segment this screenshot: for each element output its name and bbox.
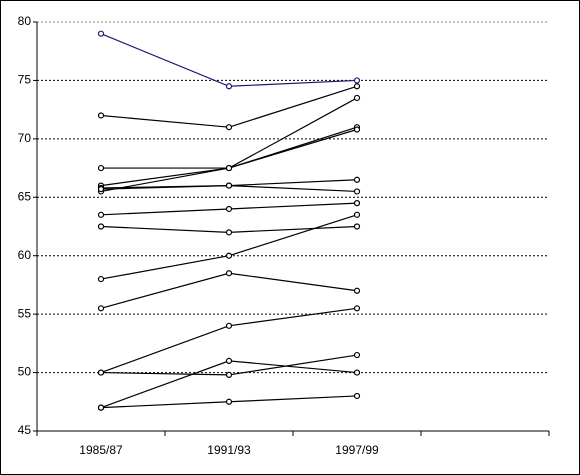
data-point [97,30,105,37]
x-tick-label: 1985/87 [79,443,123,457]
data-point [353,176,361,183]
data-point [225,357,233,364]
data-point [353,392,361,400]
data-point [353,351,361,359]
data-point [97,112,105,119]
data-point [225,252,233,259]
y-tick-label: 80 [18,14,32,28]
data-point [353,305,361,312]
data-point [97,186,105,193]
data-point [225,371,233,379]
data-point [97,211,105,218]
data-point [225,229,233,236]
y-tick-label: 45 [18,423,32,437]
data-point [97,223,105,230]
data-point [97,369,105,376]
data-point [353,287,361,294]
data-point [225,205,233,213]
data-point [97,404,105,411]
y-tick-label: 50 [18,365,32,379]
y-tick-label: 65 [18,189,32,203]
data-point [225,164,233,172]
data-point [353,77,361,84]
data-point [97,305,105,312]
data-point [97,275,105,283]
data-point [225,182,233,189]
data-point [225,398,233,405]
data-point [225,322,233,329]
data-point [353,126,361,133]
y-tick-label: 75 [18,73,32,87]
data-point [225,124,233,131]
data-point [225,270,233,277]
y-tick-label: 60 [18,248,32,262]
y-tick-label: 55 [18,306,32,320]
data-point [353,211,361,218]
data-point [353,188,361,195]
data-point [353,223,361,230]
x-tick-label: 1997/99 [335,443,379,457]
y-tick-label: 70 [18,131,32,145]
data-point [353,200,361,207]
x-tick-label: 1991/93 [207,443,251,457]
data-point [97,164,105,172]
data-point [353,94,361,102]
data-point [353,83,361,90]
data-point [225,83,233,90]
data-point [353,369,361,376]
